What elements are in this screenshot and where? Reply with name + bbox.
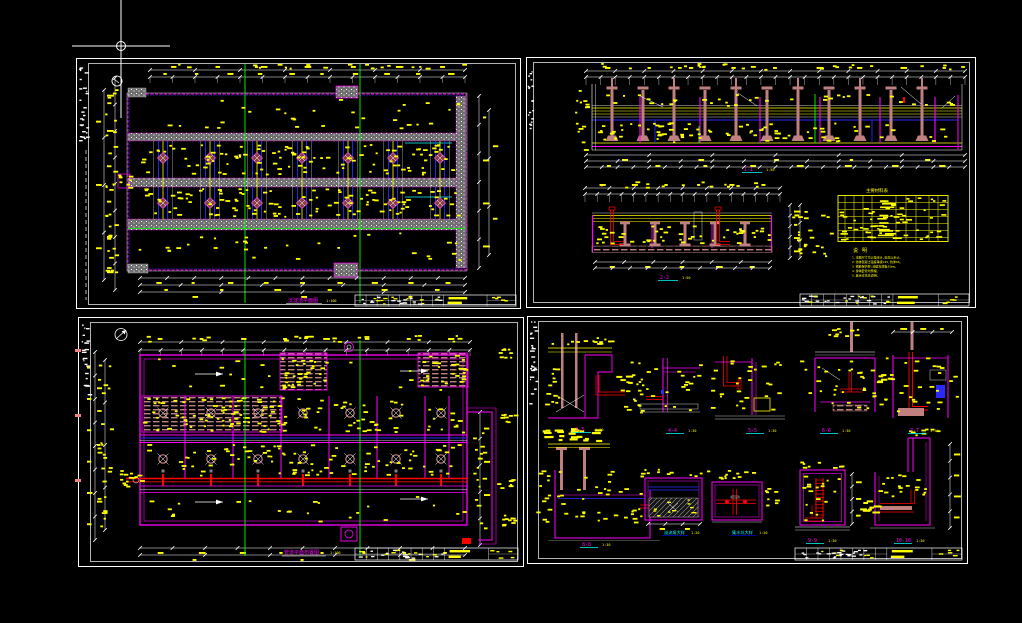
detail-weir — [641, 468, 703, 530]
drawing-scale: 1:100 — [326, 299, 337, 303]
sheet-sections[interactable]: 1-1 1:50 2-2 1:50 主要材料表 — [526, 57, 976, 308]
detail-10-10 — [860, 428, 941, 529]
main-pipe — [126, 474, 468, 486]
osnap-aperture-icon — [116, 41, 126, 51]
material-table: 主要材料表 — [837, 187, 949, 242]
detail-label: 3-3 — [575, 427, 584, 433]
detail-scale: 1:30 — [842, 429, 850, 433]
walkway-strip — [127, 177, 467, 188]
crosshair-cursor — [72, 0, 170, 118]
section-2-2: 2-2 1:50 — [582, 181, 834, 281]
note-line: 3.钢筋保护层:池壁及底板35mm。 — [852, 264, 898, 269]
manhole-symbol — [344, 342, 354, 352]
pipe-plan-body — [119, 340, 497, 556]
title-block — [799, 293, 970, 307]
note-line: 1.本图尺寸均以毫米计,标高以米计。 — [852, 255, 902, 260]
note-line: 4.穿墙套管均预埋。 — [852, 268, 880, 273]
sheet-frame — [76, 58, 521, 309]
title-block — [354, 294, 517, 307]
walkway-strip — [127, 132, 467, 142]
title-block — [794, 547, 963, 561]
pier-symbols — [157, 152, 446, 209]
grating-hatch — [417, 352, 469, 388]
plan-title: 管道平面布置图 1:100 — [282, 549, 341, 557]
detail-3-3 — [545, 333, 645, 419]
north-arrow-icon — [114, 328, 128, 341]
flow-arrows — [195, 368, 428, 505]
detail-9-9 — [795, 461, 862, 531]
detail-scale: 1:30 — [768, 429, 776, 433]
detail-label: 7-7 — [910, 428, 919, 434]
detail-scale: 1:30 — [916, 539, 924, 543]
tank-plan-body — [117, 64, 468, 303]
note-line: 2.池体混凝土强度等级C25,抗渗S6。 — [852, 259, 902, 264]
detail-scale: 1:30 — [602, 543, 610, 547]
detail-label: 10-10 — [896, 538, 911, 544]
outlet-chamber — [333, 262, 359, 278]
outlet-channel — [467, 411, 493, 541]
drawing-title: 管道平面布置图 — [284, 549, 319, 556]
detail-label: 8-8 — [582, 542, 591, 548]
sheet-frame — [527, 316, 968, 564]
bay-dividers — [184, 396, 450, 478]
detail-label: 溢流堰大样 — [664, 529, 685, 536]
section2-columns — [619, 221, 751, 247]
detail-6-6 — [800, 322, 884, 412]
detail-7-7 — [876, 322, 959, 418]
section-title: 2-2 1:50 — [658, 275, 690, 281]
pipe-elbow — [595, 375, 625, 396]
detail-sump — [707, 470, 780, 523]
detail-scale: 1:30 — [930, 429, 938, 433]
section-1-1: 1-1 1:50 — [575, 63, 968, 173]
detail-label: 5-5 — [748, 428, 757, 434]
sheet-details[interactable]: 3-3 1:30 4-4 1:30 5-5 1:30 6-6 1:30 7-7 1:30 8-8 1:… — [527, 316, 968, 564]
drawing-title: 沉淀池平面图 — [288, 297, 318, 304]
pipe-elbow — [723, 356, 740, 387]
section-columns — [605, 78, 929, 141]
sheet-frame — [526, 57, 976, 308]
sheet-frame — [78, 317, 524, 567]
detail-4-4 — [616, 358, 703, 413]
drawing-scale: 1:100 — [330, 551, 341, 555]
sheet-pipe-plan[interactable]: 管道平面布置图 1:100 — [75, 317, 524, 567]
plan-side-dimensions — [96, 75, 499, 298]
sheet-plan[interactable]: 沉淀池平面图 1:100 — [76, 58, 521, 309]
right-dimension — [947, 441, 961, 531]
plan-top-dimensions — [147, 63, 468, 83]
plan-title: 沉淀池平面图 1:100 — [286, 297, 337, 304]
title-block — [354, 547, 519, 561]
section-label: 2-2 — [660, 275, 669, 281]
detail-8-8 — [536, 428, 661, 541]
note-line: 5.其余详见总说明。 — [852, 273, 880, 278]
detail-scale: 1:20 — [691, 531, 699, 535]
detail-label: 6-6 — [822, 428, 831, 434]
detail-scale: 1:30 — [828, 539, 836, 543]
section2-red-pipes — [608, 206, 730, 245]
section-wall-lines — [639, 97, 936, 143]
sump-symbol — [340, 526, 358, 542]
notes-heading: 说明 — [853, 247, 871, 254]
detail-label: 4-4 — [668, 428, 677, 434]
inlet-chamber — [335, 85, 359, 99]
grating-hatch — [279, 352, 328, 391]
section-title: 1-1 1:50 — [742, 167, 774, 173]
detail-scale: 1:30 — [595, 428, 603, 432]
walkway-strip-right — [455, 95, 467, 269]
table-title: 主要材料表 — [866, 187, 889, 194]
detail-label: 9-9 — [808, 538, 817, 544]
detail-5-5 — [710, 356, 785, 420]
detail-titles: 3-3 1:30 4-4 1:30 5-5 1:30 6-6 1:30 7-7 1:30 8-8 1:… — [573, 427, 938, 548]
section-label: 1-1 — [744, 167, 753, 173]
section-scale: 1:50 — [682, 276, 690, 280]
detail-scale: 1:30 — [688, 429, 696, 433]
detail-scale: 1:20 — [759, 531, 767, 535]
notes-block: 说明 1.本图尺寸均以毫米计,标高以米计。 2.池体混凝土强度等级C25,抗渗S… — [852, 247, 902, 278]
section-scale: 1:50 — [766, 168, 774, 172]
detail-label: 集水坑大样 — [732, 529, 753, 536]
